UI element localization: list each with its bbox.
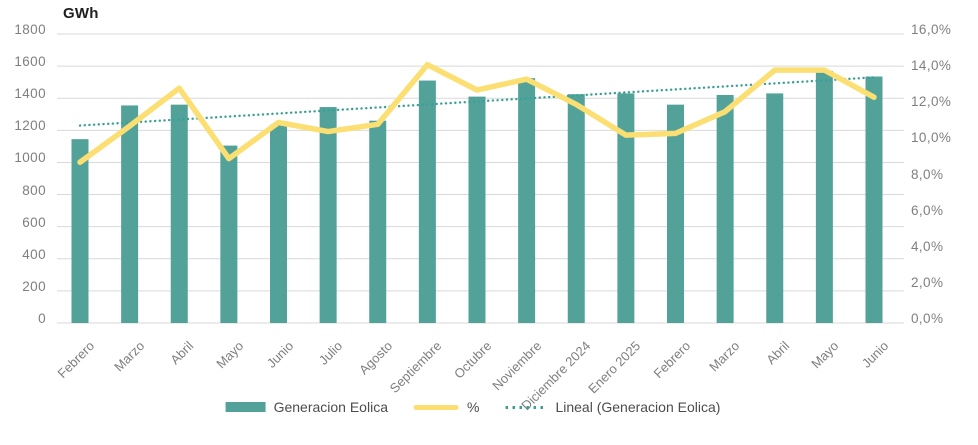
bar-generacion-eolica [369, 120, 387, 323]
right-axis-tick: 6,0% [911, 202, 944, 218]
bar-generacion-eolica [71, 139, 89, 323]
left-axis-tick: 1800 [14, 22, 46, 37]
right-axis-tick: 10,0% [911, 130, 952, 146]
legend-label: % [466, 399, 480, 415]
left-axis-tick: 1200 [14, 118, 46, 134]
left-axis-tick: 1600 [14, 54, 46, 70]
bar-generacion-eolica [121, 105, 139, 323]
bar-generacion-eolica [270, 124, 287, 323]
bar-generacion-eolica [170, 104, 188, 324]
legend: Generacion Eolica % Lineal (Generacion E… [225, 399, 720, 415]
legend-label: Lineal (Generacion Eolica) [555, 399, 721, 415]
trendline [78, 76, 876, 127]
bar-generacion-eolica [319, 107, 337, 323]
left-axis-tick: 1000 [14, 150, 46, 166]
right-axis-tick: 8,0% [911, 166, 944, 182]
right-axis-tick: 0,0% [911, 311, 944, 326]
bar-generacion-eolica [418, 80, 436, 323]
bar-swatch-icon [225, 402, 266, 412]
left-axis-tick: 200 [22, 278, 46, 294]
line-swatch-icon [413, 404, 459, 410]
bar-generacion-eolica [468, 96, 486, 323]
right-axis-tick: 12,0% [911, 94, 952, 110]
left-axis-tick: 0 [38, 311, 46, 326]
bar-generacion-eolica [617, 93, 635, 324]
dotted-line-swatch-icon [505, 405, 548, 409]
legend-item-generacion-eolica: Generacion Eolica [225, 399, 388, 415]
right-axis-tick: 2,0% [911, 274, 944, 290]
right-axis-tick: 14,0% [911, 58, 952, 74]
pct-line [77, 61, 877, 165]
bar-generacion-eolica [815, 70, 833, 323]
bar-generacion-eolica [716, 95, 734, 323]
bar-generacion-eolica [667, 104, 684, 324]
left-axis-tick: 600 [22, 214, 46, 230]
left-axis-tick: 800 [22, 182, 46, 198]
left-axis-tick: 400 [22, 246, 46, 262]
bar-generacion-eolica [220, 145, 238, 323]
bar-generacion-eolica [518, 78, 536, 324]
legend-item-lineal: Lineal (Generacion Eolica) [505, 399, 720, 415]
right-axis-tick: 16,0% [911, 22, 952, 37]
bar-generacion-eolica [567, 94, 585, 323]
left-axis-tick: 1400 [14, 86, 46, 102]
right-axis-tick: 4,0% [911, 238, 944, 254]
left-axis-title: GWh [63, 5, 99, 22]
bar-generacion-eolica [865, 76, 883, 323]
bar-generacion-eolica [766, 93, 784, 324]
legend-label: Generacion Eolica [273, 399, 388, 415]
legend-item-pct: % [413, 399, 480, 415]
